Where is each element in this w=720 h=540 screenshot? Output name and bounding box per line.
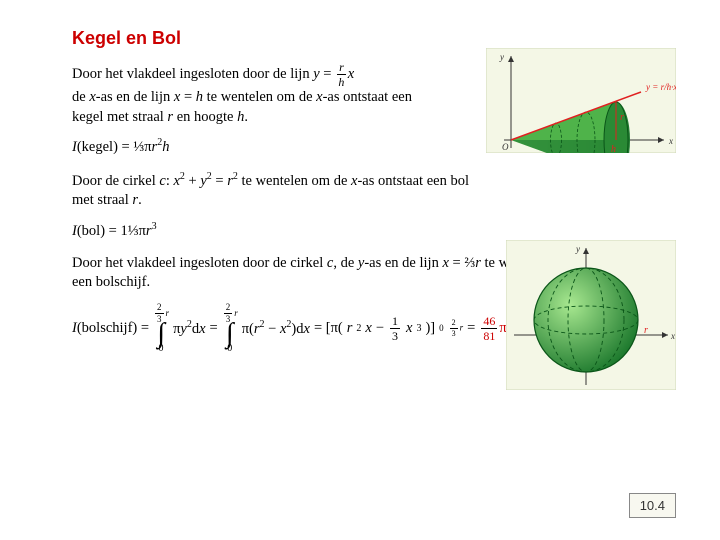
page-number-badge: 10.4	[629, 493, 676, 518]
paragraph-cone: Door het vlakdeel ingesloten door de lij…	[72, 61, 412, 127]
formula-sphere: I(bol) = 1⅓πr3	[72, 221, 670, 240]
cone-figure: x y O y = r/h·x r h	[486, 48, 676, 153]
svg-text:O: O	[502, 142, 509, 152]
svg-text:y: y	[499, 52, 504, 62]
svg-text:r: r	[644, 325, 648, 336]
svg-text:r: r	[620, 112, 624, 123]
svg-text:h: h	[611, 144, 616, 153]
svg-text:y: y	[575, 244, 580, 254]
svg-text:x: x	[668, 136, 673, 146]
svg-text:y = r/h·x: y = r/h·x	[645, 82, 676, 92]
paragraph-sphere: Door de cirkel c: x2 + y2 = r2 te wentel…	[72, 170, 472, 211]
svg-text:x: x	[670, 331, 675, 341]
integral-icon: 23r ∫ 0	[153, 303, 169, 354]
sphere-figure: x y O r	[506, 240, 676, 390]
integral-icon-2: 23r ∫ 0	[222, 303, 238, 354]
page-title: Kegel en Bol	[72, 28, 670, 49]
